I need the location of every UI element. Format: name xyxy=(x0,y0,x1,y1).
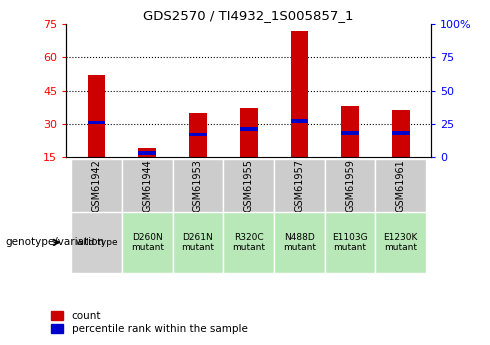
Text: wild type: wild type xyxy=(76,238,118,247)
Bar xyxy=(291,119,308,123)
Bar xyxy=(291,31,308,157)
Text: D261N
mutant: D261N mutant xyxy=(181,233,215,252)
Bar xyxy=(88,121,105,124)
Bar xyxy=(274,212,325,273)
Bar xyxy=(223,159,274,212)
Legend: count, percentile rank within the sample: count, percentile rank within the sample xyxy=(47,307,251,338)
Text: GSM61953: GSM61953 xyxy=(193,159,203,212)
Text: GSM61955: GSM61955 xyxy=(244,159,254,212)
Bar xyxy=(240,108,258,157)
Bar xyxy=(325,159,375,212)
Bar xyxy=(240,127,258,131)
Bar xyxy=(71,159,122,212)
Bar xyxy=(341,106,359,157)
Title: GDS2570 / TI4932_1S005857_1: GDS2570 / TI4932_1S005857_1 xyxy=(144,9,354,22)
Bar xyxy=(138,151,156,155)
Bar xyxy=(138,148,156,157)
Bar xyxy=(122,159,172,212)
Bar xyxy=(189,113,207,157)
Text: GSM61944: GSM61944 xyxy=(142,159,152,212)
Text: genotype/variation: genotype/variation xyxy=(5,237,104,247)
Text: GSM61959: GSM61959 xyxy=(345,159,355,212)
Bar xyxy=(88,75,105,157)
Bar xyxy=(341,131,359,135)
Text: N488D
mutant: N488D mutant xyxy=(283,233,316,252)
Bar xyxy=(71,212,122,273)
Bar xyxy=(172,212,223,273)
Text: E1230K
mutant: E1230K mutant xyxy=(384,233,418,252)
Bar xyxy=(172,159,223,212)
Bar xyxy=(392,110,410,157)
Bar xyxy=(122,212,172,273)
Text: GSM61957: GSM61957 xyxy=(294,159,304,212)
Bar xyxy=(325,212,375,273)
Text: D260N
mutant: D260N mutant xyxy=(131,233,164,252)
Bar xyxy=(223,212,274,273)
Bar xyxy=(392,131,410,135)
Text: GSM61942: GSM61942 xyxy=(92,159,101,212)
Bar xyxy=(375,159,426,212)
Text: R320C
mutant: R320C mutant xyxy=(232,233,265,252)
Bar xyxy=(274,159,325,212)
Bar xyxy=(375,212,426,273)
Bar xyxy=(189,132,207,136)
Text: GSM61961: GSM61961 xyxy=(396,159,406,212)
Text: E1103G
mutant: E1103G mutant xyxy=(332,233,368,252)
